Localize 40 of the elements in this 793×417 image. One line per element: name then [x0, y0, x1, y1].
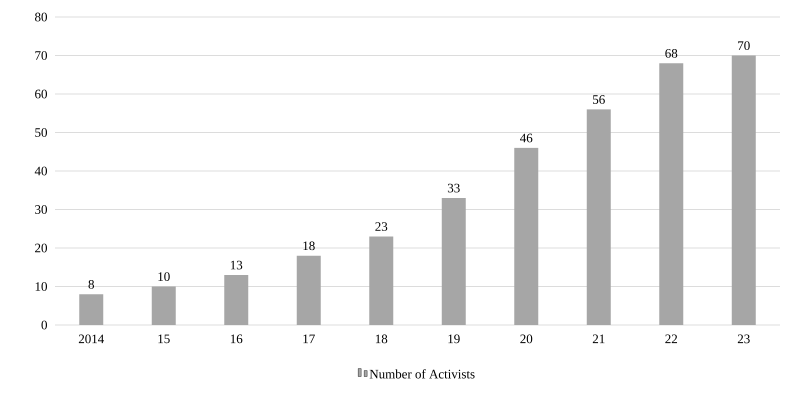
legend-label: Number of Activists [370, 369, 475, 378]
bar [732, 56, 756, 325]
data-label: 18 [303, 241, 315, 250]
x-tick-label: 2014 [78, 334, 104, 344]
x-tick-label: 20 [520, 334, 532, 344]
data-label: 68 [665, 48, 678, 58]
bar [224, 274, 248, 325]
y-tick-label: 0 [42, 320, 47, 330]
data-label: 33 [448, 184, 460, 192]
x-tick-label: 15 [158, 334, 170, 344]
data-label: 70 [738, 41, 750, 50]
x-tick-label: 17 [303, 334, 315, 344]
bar [442, 198, 466, 325]
data-label: 10 [158, 272, 170, 281]
data-label: 8 [88, 280, 94, 289]
y-tick-label: 30 [35, 205, 47, 214]
bar [296, 256, 321, 325]
y-tick-label: 70 [35, 51, 47, 60]
y-tick-label: 20 [35, 244, 47, 252]
x-tick-label: 16 [230, 334, 242, 344]
data-label: 13 [230, 260, 242, 270]
bar [152, 286, 176, 325]
bar [369, 236, 394, 325]
x-tick-label: 22 [665, 334, 678, 344]
x-tick-label: 18 [376, 334, 388, 344]
y-tick-label: 80 [35, 12, 47, 22]
data-label: 46 [520, 134, 532, 142]
x-tick-label: 23 [738, 334, 750, 344]
y-tick-label: 40 [34, 166, 47, 176]
bar [79, 294, 104, 325]
y-tick-label: 50 [35, 128, 47, 137]
bar [514, 148, 538, 325]
y-tick-label: 60 [35, 90, 47, 98]
data-label: 23 [375, 222, 388, 231]
bar [659, 63, 684, 325]
y-tick-label: 10 [36, 282, 47, 291]
x-tick-label: 21 [592, 334, 604, 344]
bar [586, 109, 611, 325]
data-label: 56 [593, 95, 605, 104]
x-tick-label: 19 [448, 334, 460, 344]
